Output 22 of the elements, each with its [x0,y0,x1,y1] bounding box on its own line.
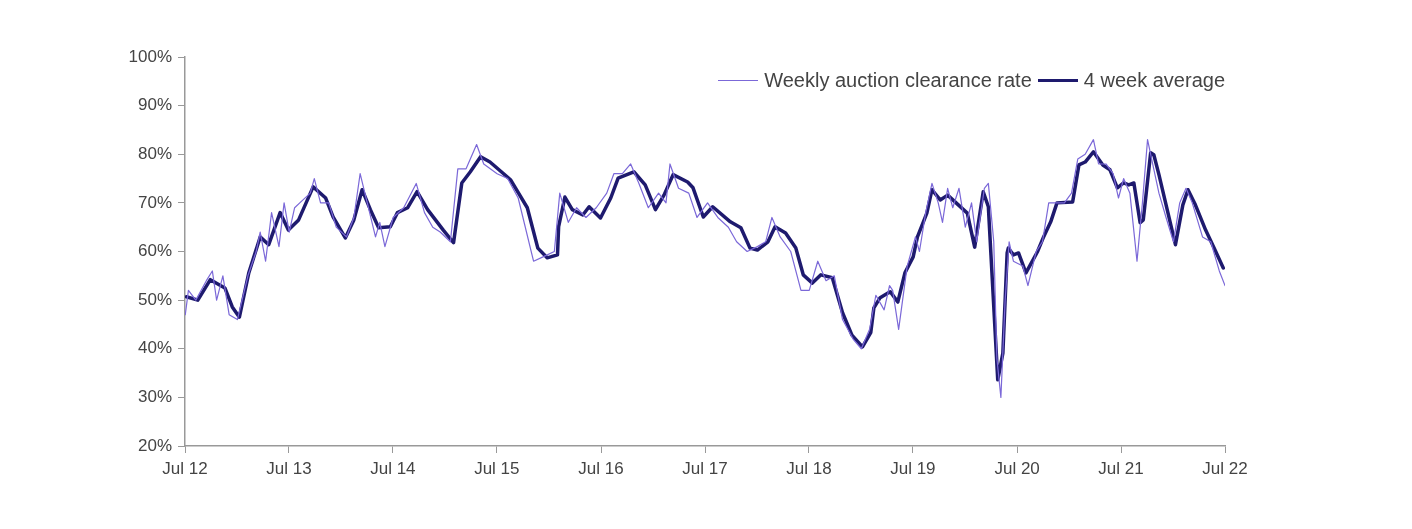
y-tick-label: 50% [137,289,172,309]
y-tick-label: 90% [137,95,172,115]
x-tick-label: Jul 19 [890,458,936,478]
y-tick-label: 20% [137,435,172,455]
legend-label: 4 week average [1083,69,1225,92]
y-tick-label: 70% [137,192,172,212]
x-tick-label: Jul 21 [1098,458,1144,478]
x-tick-label: Jul 13 [266,458,312,478]
y-tick-label: 60% [137,241,172,261]
x-tick-label: Jul 14 [370,458,416,478]
x-tick-label: Jul 16 [578,458,624,478]
y-tick-label: 30% [137,387,172,407]
x-tick-label: Jul 22 [1202,458,1248,478]
x-tick-label: Jul 17 [682,458,728,478]
x-tick-label: Jul 20 [994,458,1040,478]
y-tick-label: 80% [137,143,172,163]
legend-label: Weekly auction clearance rate [764,69,1032,92]
x-tick-label: Jul 15 [474,458,520,478]
y-tick-label: 40% [137,338,172,358]
y-tick-label: 100% [128,46,172,66]
x-tick-label: Jul 12 [162,458,208,478]
x-tick-label: Jul 18 [786,458,832,478]
